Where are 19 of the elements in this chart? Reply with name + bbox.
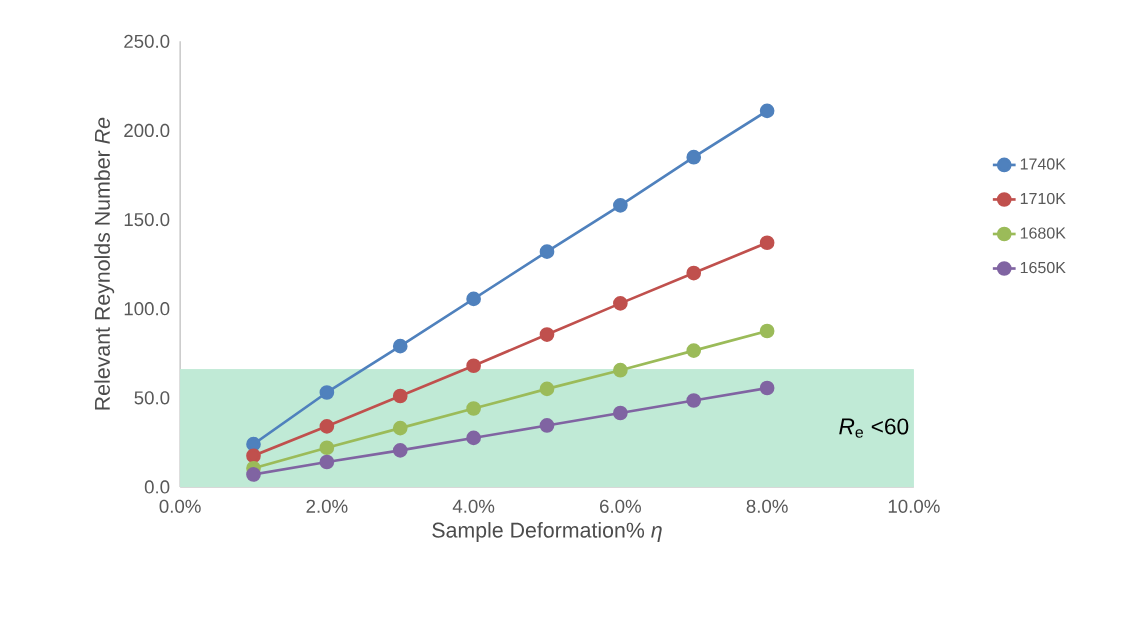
y-tick-label: 150.0 (124, 212, 170, 227)
y-tick-label: 100.0 (124, 301, 170, 316)
legend-label: 1680K (1020, 227, 1066, 239)
legend-label: 1650K (1020, 261, 1066, 274)
x-tick-label: 0.0% (159, 499, 201, 513)
x-axis-title: Sample Deformation% η (432, 521, 662, 542)
x-tick-label: 2.0% (306, 499, 348, 513)
y-tick-label: 200.0 (124, 123, 170, 137)
y-tick-label: 50.0 (134, 391, 170, 405)
y-axis-title: Relevant Reynolds Number Re (94, 117, 115, 410)
x-tick-label: 10.0% (888, 499, 940, 513)
y-tick-label: 250.0 (124, 34, 170, 48)
x-tick-label: 8.0% (746, 499, 788, 513)
x-tick-label: 4.0% (452, 499, 495, 513)
band-label: R$_{e}$ <60 (839, 418, 909, 438)
legend-label: 1710K (1020, 192, 1066, 205)
y-tick-label: 0.0 (144, 480, 170, 494)
legend-label: 1740K (1020, 158, 1066, 170)
x-tick-label: 6.0% (600, 499, 641, 513)
